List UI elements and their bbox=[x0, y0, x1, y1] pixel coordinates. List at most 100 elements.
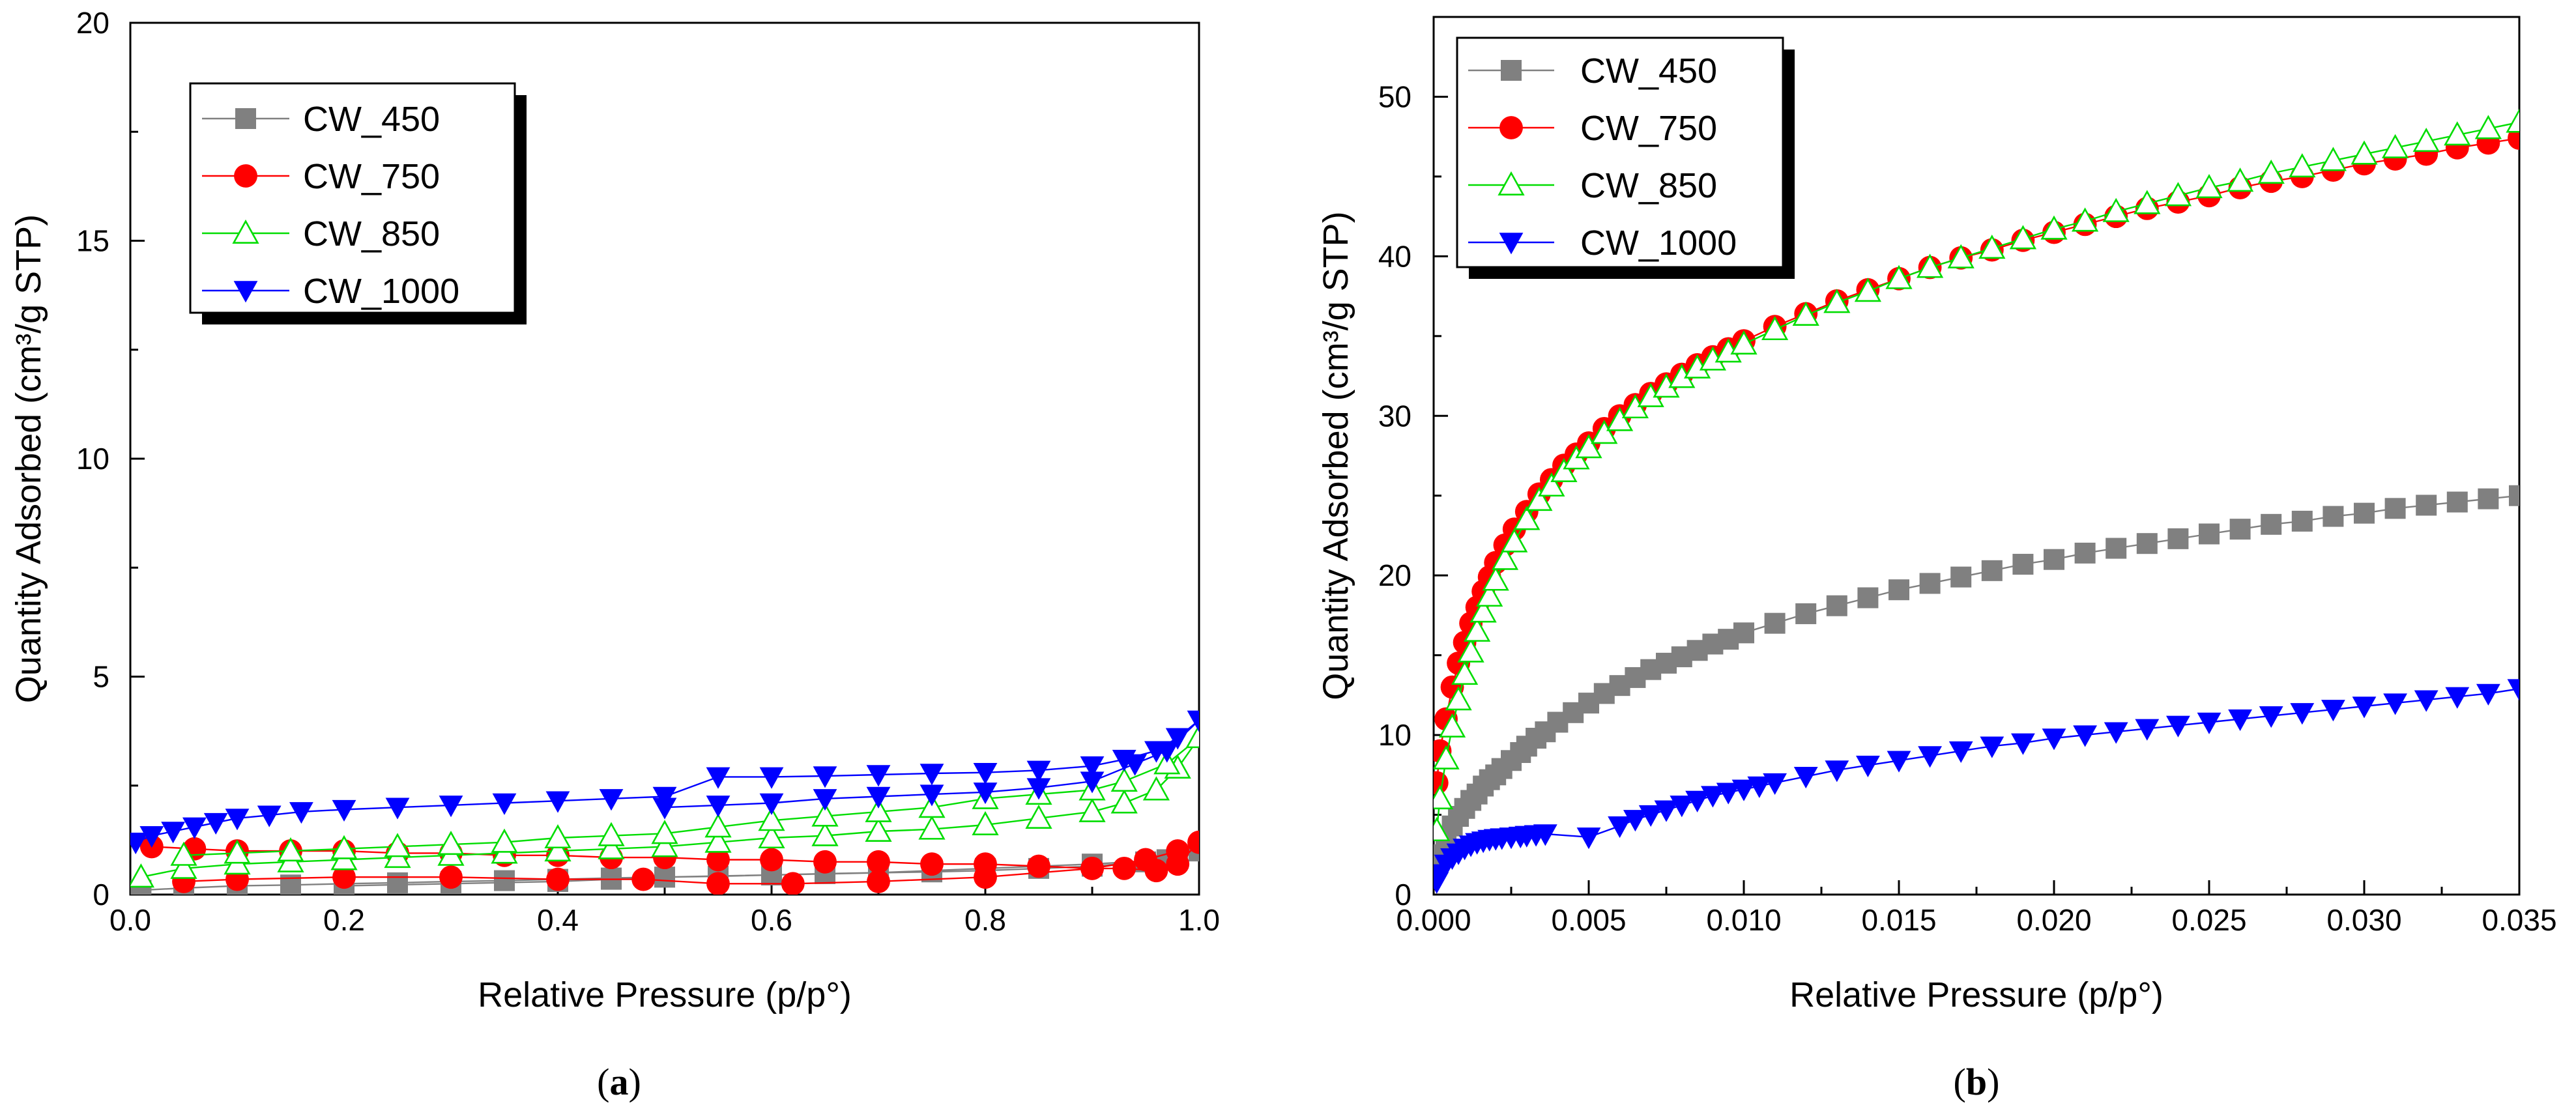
data-point-CW_450 bbox=[1733, 622, 1754, 644]
data-point-CW_1000 bbox=[2073, 725, 2097, 747]
data-point-CW_1000 bbox=[1026, 760, 1051, 783]
data-point-CW_850 bbox=[704, 813, 732, 838]
data-point-CW_1000 bbox=[2197, 712, 2221, 734]
data-point-CW_1000 bbox=[182, 817, 207, 839]
data-point-CW_450 bbox=[2074, 542, 2096, 564]
data-point-CW_850 bbox=[1513, 506, 1541, 530]
x-tick-label: 0.6 bbox=[751, 903, 792, 937]
legend-marker-CW_1000 bbox=[1499, 233, 1524, 255]
data-point-CW_850 bbox=[1457, 638, 1484, 663]
data-point-CW_850 bbox=[1445, 686, 1472, 711]
data-point-CW_450 bbox=[2478, 488, 2499, 510]
legend: CW_450 CW_750 CW_850 CW_1000 bbox=[1456, 36, 1795, 279]
data-point-CW_850 bbox=[1434, 745, 1460, 769]
caption-close: ) bbox=[629, 1061, 641, 1103]
data-point-CW_850 bbox=[865, 797, 892, 822]
data-point-CW_750 bbox=[1187, 830, 1199, 854]
caption-close: ) bbox=[1987, 1061, 1999, 1103]
data-point-CW_850 bbox=[1491, 545, 1519, 570]
legend-label-CW_1000: CW_1000 bbox=[303, 272, 459, 311]
data-point-CW_450 bbox=[2229, 519, 2251, 540]
data-point-CW_850 bbox=[1476, 582, 1503, 607]
data-point-CW_1000 bbox=[1123, 754, 1147, 776]
data-point-CW_850 bbox=[972, 811, 999, 835]
data-point-CW_450 bbox=[2323, 506, 2344, 527]
x-tick-label: 0.035 bbox=[2482, 903, 2556, 937]
data-point-CW_850 bbox=[758, 807, 785, 831]
y-tick-label: 15 bbox=[76, 224, 109, 258]
data-point-CW_1000 bbox=[2135, 719, 2160, 741]
data-point-CW_750 bbox=[631, 867, 656, 891]
data-point-CW_450 bbox=[2354, 502, 2375, 524]
data-point-CW_1000 bbox=[1856, 755, 1880, 778]
chart-panel-b: 0.000 0.005 0.010 0.015 0.020 0.025 0.030 0.035… bbox=[1316, 16, 2557, 1103]
x-axis-label: Relative Pressure (p/p°) bbox=[1789, 975, 2164, 1014]
data-point-CW_450 bbox=[1857, 587, 1879, 609]
data-point-CW_850 bbox=[1142, 776, 1170, 801]
data-point-CW_850 bbox=[2351, 140, 2378, 165]
data-point-CW_850 bbox=[1185, 724, 1199, 749]
data-point-CW_1000 bbox=[1670, 796, 1694, 818]
legend-marker-CW_850 bbox=[1498, 171, 1525, 196]
series-line-CW_1000 bbox=[1436, 687, 2519, 882]
data-point-CW_450 bbox=[1795, 603, 1817, 624]
data-point-CW_1000 bbox=[2166, 715, 2190, 738]
data-point-CW_750 bbox=[332, 865, 356, 889]
data-point-CW_850 bbox=[651, 820, 678, 844]
data-point-CW_850 bbox=[2412, 127, 2440, 152]
data-point-CW_1000 bbox=[1576, 827, 1601, 850]
y-tick-label: 10 bbox=[1378, 718, 1411, 752]
data-point-CW_1000 bbox=[1731, 779, 1756, 801]
caption-open: ( bbox=[597, 1061, 609, 1103]
y-tick-label: 50 bbox=[1378, 79, 1411, 113]
data-point-CW_850 bbox=[437, 830, 465, 855]
data-point-CW_750 bbox=[706, 848, 730, 872]
data-point-CW_1000 bbox=[1948, 741, 1973, 763]
data-point-CW_850 bbox=[1110, 767, 1138, 792]
data-point-CW_850 bbox=[1550, 457, 1578, 483]
data-point-CW_850 bbox=[704, 828, 732, 853]
data-point-CW_850 bbox=[2040, 215, 2068, 240]
data-point-CW_1000 bbox=[1980, 736, 2004, 758]
data-point-CW_750 bbox=[1166, 839, 1190, 863]
data-point-CW_450 bbox=[387, 872, 408, 893]
legend-marker-CW_850 bbox=[232, 219, 259, 244]
data-point-CW_850 bbox=[1591, 420, 1618, 444]
data-point-CW_450 bbox=[1981, 560, 2003, 581]
panel-caption: (b) bbox=[1954, 1061, 2000, 1103]
data-point-CW_850 bbox=[1451, 660, 1479, 685]
data-point-CW_1000 bbox=[813, 789, 837, 811]
data-point-CW_750 bbox=[867, 870, 890, 893]
x-tick-label: 1.0 bbox=[1178, 903, 1220, 937]
data-point-CW_850 bbox=[2226, 167, 2254, 192]
data-point-CW_850 bbox=[598, 822, 625, 846]
y-tick-label: 40 bbox=[1378, 239, 1411, 273]
legend-label-CW_850: CW_850 bbox=[303, 214, 440, 253]
legend-marker-CW_750 bbox=[234, 164, 257, 188]
data-point-CW_450 bbox=[654, 867, 675, 888]
data-point-CW_750 bbox=[1134, 848, 1157, 872]
data-point-CW_450 bbox=[2044, 549, 2064, 570]
data-point-CW_1000 bbox=[706, 796, 731, 818]
data-point-CW_750 bbox=[920, 852, 944, 876]
data-point-CW_1000 bbox=[2383, 693, 2407, 715]
data-point-CW_1000 bbox=[1608, 816, 1632, 839]
data-point-CW_450 bbox=[2199, 523, 2220, 545]
data-point-CW_850 bbox=[544, 837, 572, 862]
data-point-CW_1000 bbox=[1638, 805, 1663, 827]
data-point-CW_850 bbox=[1025, 804, 1052, 829]
plot-area bbox=[130, 710, 1199, 895]
legend-label-CW_750: CW_750 bbox=[1580, 109, 1717, 148]
data-point-CW_850 bbox=[2506, 108, 2519, 133]
data-point-CW_750 bbox=[974, 865, 997, 889]
data-point-CW_850 bbox=[491, 828, 518, 853]
data-point-CW_1000 bbox=[1187, 710, 1199, 732]
data-point-CW_1000 bbox=[2290, 703, 2315, 725]
y-tick-label: 0 bbox=[93, 878, 109, 912]
data-point-CW_1000 bbox=[973, 783, 998, 805]
data-point-CW_850 bbox=[811, 822, 839, 846]
data-point-CW_450 bbox=[2106, 538, 2127, 559]
data-point-CW_1000 bbox=[1080, 771, 1105, 794]
data-point-CW_1000 bbox=[545, 791, 570, 813]
data-point-CW_450 bbox=[1764, 612, 1786, 634]
